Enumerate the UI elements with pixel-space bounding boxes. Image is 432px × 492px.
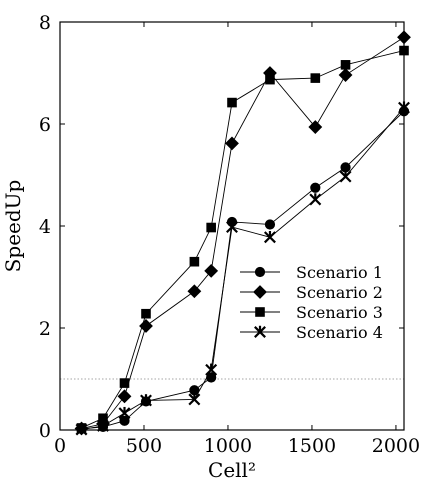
scenario-2-point: [204, 263, 219, 278]
scenario-1-point: [119, 415, 130, 426]
scenario-2-point: [187, 284, 202, 299]
scenario-4-point: [188, 393, 201, 406]
scenario-4-point: [309, 193, 322, 206]
legend-label: Scenario 4: [296, 323, 383, 342]
x-tick-label: 500: [126, 435, 162, 457]
axis-ticks: 0 500 1000 1500 2000 0 2 4 6 8: [39, 12, 420, 457]
scenario-2-point: [308, 120, 323, 134]
x-tick-label: 1500: [288, 435, 336, 457]
legend-marker: [254, 325, 266, 338]
scenario-3-point: [189, 256, 200, 267]
y-tick-label: 6: [39, 114, 51, 136]
plot-frame: [59, 21, 405, 431]
scenario-4-point: [226, 220, 238, 233]
scenario-2-point: [225, 136, 239, 151]
scenario-1-point: [264, 219, 276, 230]
scenario-3-point: [206, 222, 216, 233]
scenario-3-line: [81, 50, 405, 429]
legend-label: Scenario 2: [296, 283, 383, 302]
x-tick-label: 2000: [372, 435, 420, 457]
scenario-1-point: [310, 182, 321, 193]
scenario-3-point: [141, 308, 151, 319]
data-series: [74, 30, 411, 436]
legend-item-scenario-3: Scenario 3: [240, 303, 383, 322]
scenario-2-series: [74, 30, 411, 436]
scenario-2-point: [139, 319, 153, 333]
scenario-4-point: [263, 230, 276, 244]
x-tick-label: 1000: [204, 435, 252, 457]
legend-item-scenario-1: Scenario 1: [240, 263, 383, 282]
scenario-3-series: [76, 45, 409, 433]
x-tick-label: 0: [54, 435, 66, 457]
scenario-4-point: [97, 419, 109, 432]
legend-item-scenario-4: Scenario 4: [240, 323, 383, 342]
scenario-3-point: [119, 378, 130, 388]
scenario-4-point: [118, 406, 131, 420]
scenario-2-point: [117, 389, 132, 404]
legend-marker: [253, 285, 267, 299]
y-tick-label: 4: [39, 216, 51, 238]
legend-label: Scenario 3: [296, 303, 383, 322]
scenario-4-point: [140, 394, 152, 407]
scenario-2-point: [338, 68, 353, 82]
y-tick-label: 2: [39, 318, 51, 340]
y-tick-label: 8: [39, 12, 51, 34]
scenario-3-point: [265, 74, 275, 85]
scenario-3-point: [340, 60, 351, 70]
x-axis-title: Cell²: [208, 458, 256, 482]
legend-item-scenario-2: Scenario 2: [240, 283, 383, 302]
scenario-3-point: [227, 97, 237, 108]
scenario-4-point: [339, 170, 352, 183]
y-axis-title: SpeedUp: [1, 180, 25, 273]
scenario-4-point: [205, 363, 218, 376]
y-tick-label: 0: [39, 420, 51, 442]
legend-marker: [254, 266, 266, 278]
scenario-3-point: [310, 73, 321, 83]
legend-label: Scenario 1: [296, 263, 383, 282]
legend-marker: [255, 307, 265, 317]
